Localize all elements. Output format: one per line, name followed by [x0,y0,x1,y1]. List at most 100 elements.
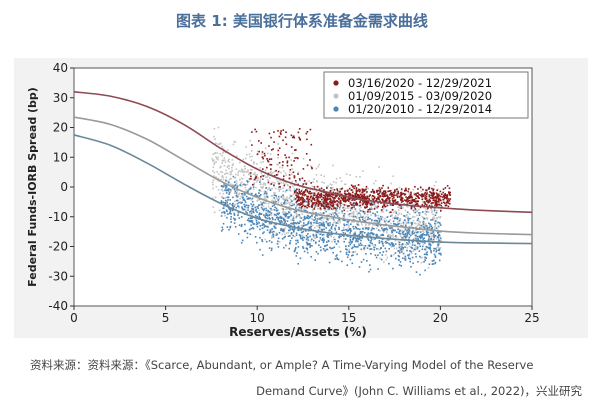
data-point [433,236,435,239]
data-point [433,192,436,195]
data-point [438,247,440,249]
data-point [298,192,301,194]
data-point [354,199,356,201]
data-point [217,189,220,191]
data-point [226,166,229,168]
data-point [303,191,305,193]
data-point [296,239,299,242]
data-point [301,205,304,207]
data-point [423,201,426,203]
data-point [264,154,266,157]
data-point [316,200,318,203]
data-point [369,218,371,220]
data-point [346,248,348,251]
data-point [439,223,441,225]
data-point [287,208,289,210]
data-point [440,204,442,207]
data-point [322,192,324,194]
data-point [266,152,269,155]
data-point [388,211,391,214]
data-point [404,257,406,260]
data-point [428,242,431,245]
data-point [268,145,270,147]
data-point [241,197,244,199]
data-point [277,213,280,216]
data-point [264,225,266,227]
data-point [237,174,239,176]
x-tick-label: 5 [162,311,170,325]
data-point [330,235,332,238]
data-point [241,239,244,242]
data-point [402,207,404,209]
data-point [376,248,378,250]
data-point [291,180,294,183]
data-point [391,230,393,233]
data-point [395,247,398,250]
data-point [358,194,360,197]
data-point [273,141,275,143]
data-point [307,217,310,220]
data-point [303,222,305,224]
data-point [289,201,292,204]
data-point [390,214,393,216]
data-point [377,229,380,231]
data-point [349,258,352,261]
data-point [285,213,287,215]
data-point [391,193,394,196]
data-point [361,234,364,236]
data-point [295,207,297,209]
data-point [283,184,286,187]
data-point [424,201,427,203]
data-point [354,208,357,210]
data-point [236,186,238,188]
data-point [231,184,233,187]
data-point [259,167,262,169]
data-point [241,184,244,186]
data-point [376,189,378,192]
data-point [367,216,369,219]
data-point [306,200,308,203]
data-point [417,261,419,263]
data-point [332,164,334,167]
data-point [363,220,365,222]
data-point [230,173,233,175]
data-point [273,174,276,177]
data-point [305,247,308,249]
data-point [407,254,410,257]
data-point [423,204,426,207]
data-point [352,199,354,201]
data-point [359,242,362,245]
data-point [430,203,433,206]
data-point [414,253,417,255]
data-point [323,225,326,227]
data-point [283,211,286,214]
data-point [290,214,293,217]
data-point [313,235,316,237]
data-point [433,247,436,250]
data-point [412,219,415,222]
data-point [424,202,426,204]
data-point [339,204,342,207]
data-point [259,178,262,180]
data-point [402,200,404,202]
data-point [259,195,261,197]
data-point [421,256,423,259]
data-point [394,235,397,238]
data-point [275,234,278,236]
data-point [305,132,308,135]
data-point [288,203,291,206]
data-point [410,266,412,268]
data-point [392,217,394,219]
data-point [423,231,425,234]
data-point [356,216,358,218]
data-point [354,194,357,197]
data-point [240,170,242,173]
data-point [359,200,361,203]
data-point [388,190,391,192]
data-point [438,249,440,251]
data-point [449,202,451,205]
data-point [285,202,287,204]
data-point [339,199,342,202]
data-point [280,171,282,174]
data-point [401,249,404,252]
